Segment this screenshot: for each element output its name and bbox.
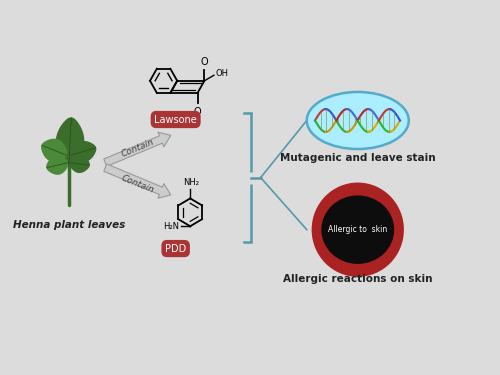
Text: Henna plant leaves: Henna plant leaves	[12, 220, 125, 230]
Polygon shape	[47, 156, 68, 174]
FancyArrow shape	[104, 164, 171, 198]
Text: Contain: Contain	[120, 173, 156, 195]
Polygon shape	[70, 156, 89, 172]
Text: Allergic reactions on skin: Allergic reactions on skin	[283, 274, 432, 284]
Text: NH₂: NH₂	[183, 178, 199, 187]
Ellipse shape	[312, 183, 404, 277]
Text: Contain: Contain	[120, 137, 156, 159]
Text: H₂N: H₂N	[162, 222, 178, 231]
Ellipse shape	[307, 92, 409, 149]
Polygon shape	[56, 118, 84, 165]
Text: Lawsone: Lawsone	[154, 114, 197, 125]
Polygon shape	[42, 140, 66, 161]
Text: O: O	[200, 57, 208, 67]
Polygon shape	[71, 141, 96, 162]
Ellipse shape	[322, 195, 394, 264]
Text: OH: OH	[216, 69, 229, 78]
Text: Mutagenic and leave stain: Mutagenic and leave stain	[280, 153, 436, 163]
Text: Allergic to  skin: Allergic to skin	[328, 225, 388, 234]
Text: PDD: PDD	[165, 243, 186, 254]
Text: O: O	[194, 107, 202, 117]
FancyArrow shape	[104, 132, 171, 166]
